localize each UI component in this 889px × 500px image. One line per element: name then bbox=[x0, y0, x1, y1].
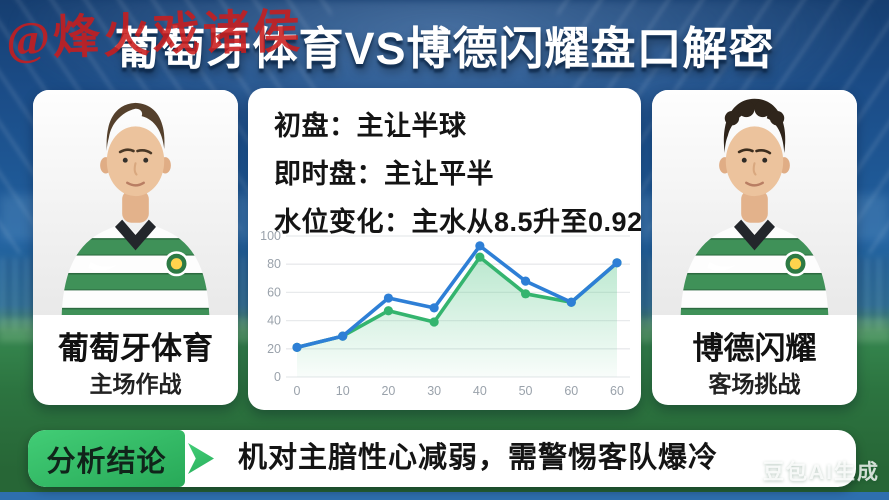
watermark-bottom-right: 豆包AI生成 bbox=[763, 461, 880, 484]
away-team-status: 客场挑战 bbox=[708, 371, 801, 397]
page-title: 葡萄牙体育VS博德闪耀盘口解密 bbox=[114, 23, 775, 74]
player-photo-home bbox=[33, 90, 238, 315]
analysis-label: 分析结论 bbox=[28, 430, 185, 487]
svg-text:20: 20 bbox=[381, 384, 395, 398]
odds-line-water: 水位变化：主水从8.5升至0.92 bbox=[274, 207, 641, 237]
svg-text:50: 50 bbox=[519, 384, 533, 398]
away-team-name: 博德闪耀 bbox=[692, 331, 817, 366]
home-team-name: 葡萄牙体育 bbox=[58, 331, 213, 366]
odds-panel: 初盘：主让半球 即时盘：主让平半 水位变化：主水从8.5升至0.92 0 20 40… bbox=[248, 88, 641, 410]
odds-line-live: 即时盘：主让平半 bbox=[274, 159, 494, 189]
svg-text:10: 10 bbox=[336, 384, 350, 398]
odds-line-initial: 初盘：主让半球 bbox=[274, 111, 467, 141]
svg-text:60: 60 bbox=[610, 384, 624, 398]
svg-text:60: 60 bbox=[267, 285, 281, 299]
arrow-right-icon bbox=[188, 443, 214, 474]
svg-text:80: 80 bbox=[267, 257, 281, 271]
home-team-card: 葡萄牙体育 主场作战 bbox=[33, 90, 238, 405]
svg-text:20: 20 bbox=[267, 342, 281, 356]
svg-text:0: 0 bbox=[274, 370, 281, 384]
svg-text:100: 100 bbox=[260, 229, 281, 243]
away-team-card: 博德闪耀 客场挑战 bbox=[652, 90, 857, 405]
svg-text:40: 40 bbox=[473, 384, 487, 398]
watermark-top-left: @烽火戏诸侯 bbox=[5, 6, 304, 66]
svg-text:60: 60 bbox=[564, 384, 578, 398]
home-team-status: 主场作战 bbox=[89, 371, 182, 397]
analysis-conclusion: 机对主腤性心减弱，需警惕客队爆冷 bbox=[238, 442, 719, 474]
water-trend-chart: 0 20 40 60 80 100 0 10 20 30 40 50 60 60 bbox=[254, 228, 634, 402]
analysis-bar: 分析结论 机对主腤性心减弱，需警惕客队爆冷 bbox=[28, 430, 856, 487]
svg-text:40: 40 bbox=[267, 314, 281, 328]
svg-text:30: 30 bbox=[427, 384, 441, 398]
player-photo-away bbox=[652, 90, 857, 315]
svg-text:0: 0 bbox=[294, 384, 301, 398]
water-trend-svg: 0 20 40 60 80 100 0 10 20 30 40 50 60 60 bbox=[260, 229, 630, 398]
